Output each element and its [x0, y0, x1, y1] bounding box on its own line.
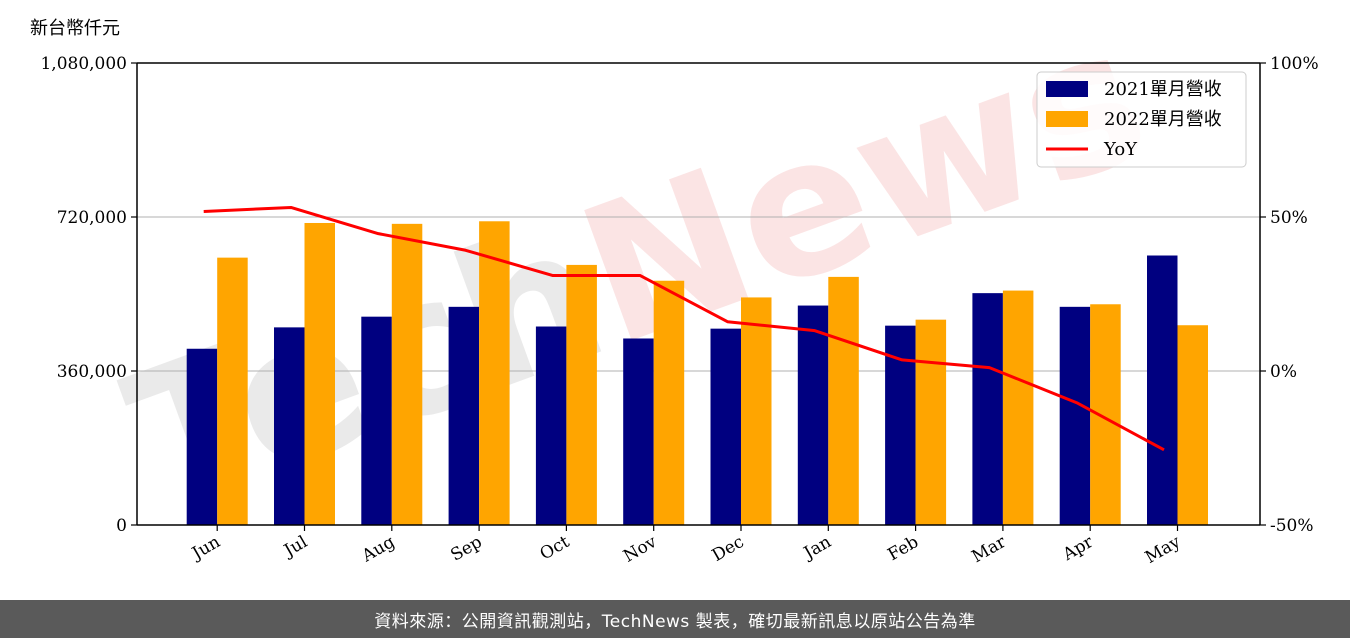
- bar-2021-aug: [361, 316, 392, 525]
- source-footer: 資料來源：公開資訊觀測站，TechNews 製表，確切最新訊息以原站公告為準: [0, 600, 1350, 638]
- bar-2021-may: [1147, 255, 1178, 525]
- x-tick-label-oct: Oct: [537, 532, 573, 565]
- legend-swatch-0: [1046, 81, 1088, 97]
- right-tick-label-0: -50%: [1270, 516, 1314, 536]
- legend-label-1: 2022單月營收: [1104, 109, 1222, 130]
- bar-2022-jun: [217, 257, 248, 525]
- bar-2021-oct: [535, 326, 567, 525]
- bar-2022-jan: [828, 276, 859, 525]
- x-tick-label-feb: Feb: [885, 532, 923, 565]
- bar-2022-aug: [391, 223, 423, 525]
- x-tick-label-jan: Jan: [799, 532, 835, 564]
- bar-2022-nov: [653, 280, 685, 525]
- bar-2021-jun: [186, 348, 218, 525]
- y-axis-label: 新台幣仟元: [30, 18, 120, 39]
- left-tick-label-3: 1,080,000: [40, 54, 127, 74]
- revenue-chart: TechNews 0360,000720,0001,080,000-50%0%5…: [30, 0, 1319, 568]
- legend: 2021單月營收 2022單月營收 YoY: [1036, 71, 1247, 168]
- left-tick-label-1: 360,000: [57, 362, 127, 382]
- bar-2022-apr: [1090, 304, 1121, 525]
- x-tick-label-apr: Apr: [1059, 532, 1098, 566]
- x-tick-label-sep: Sep: [447, 532, 485, 566]
- bar-2021-jul: [274, 327, 305, 525]
- right-tick-label-1: 0%: [1270, 362, 1297, 382]
- x-tick-label-dec: Dec: [709, 532, 748, 566]
- bar-2022-dec: [741, 297, 772, 525]
- bar-2022-may: [1177, 325, 1208, 525]
- legend-label-0: 2021單月營收: [1104, 79, 1222, 100]
- x-tick-label-mar: Mar: [969, 532, 1011, 568]
- legend-box: [1036, 71, 1247, 168]
- bar-2021-jan: [797, 305, 829, 525]
- x-tick-label-may: May: [1142, 532, 1185, 568]
- bar-2022-sep: [479, 221, 510, 525]
- bar-2022-oct: [566, 264, 597, 525]
- x-tick-label-nov: Nov: [620, 532, 660, 567]
- legend-label-2: YoY: [1103, 139, 1138, 160]
- x-tick-label-aug: Aug: [358, 532, 399, 567]
- bar-2021-sep: [448, 306, 480, 525]
- bar-2021-mar: [972, 293, 1003, 525]
- left-tick-label-0: 0: [116, 516, 127, 536]
- yoy-line: [203, 205, 1165, 452]
- bar-2021-nov: [623, 338, 654, 525]
- bar-2021-dec: [710, 328, 741, 525]
- bar-2021-apr: [1059, 306, 1091, 525]
- left-tick-label-2: 720,000: [57, 208, 127, 228]
- bar-2022-feb: [915, 319, 947, 525]
- yoy-line-layer: [203, 205, 1165, 452]
- x-tick-label-jul: Jul: [279, 532, 311, 562]
- bar-2022-jul: [304, 222, 335, 525]
- bars: [186, 221, 1208, 525]
- axes: [136, 62, 1261, 526]
- legend-swatch-1: [1046, 111, 1088, 127]
- right-tick-label-3: 100%: [1270, 54, 1319, 74]
- right-tick-label-2: 50%: [1270, 208, 1308, 228]
- bar-2022-mar: [1002, 290, 1034, 525]
